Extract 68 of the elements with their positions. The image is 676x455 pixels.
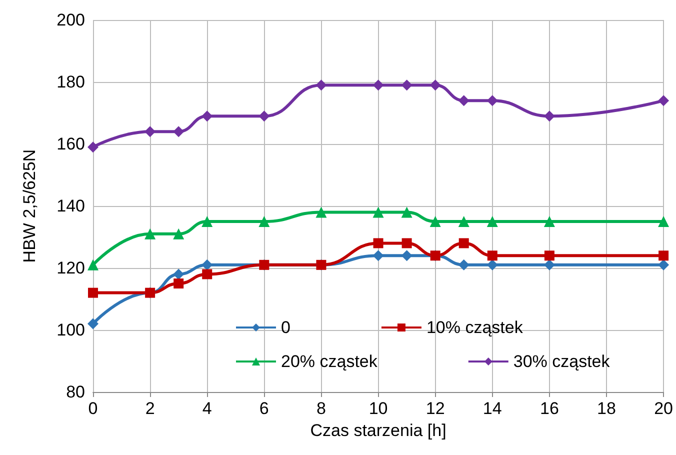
point <box>202 216 213 227</box>
y-tick-label: 80 <box>66 382 85 402</box>
y-tick-label: 160 <box>56 134 85 154</box>
point <box>372 250 384 262</box>
point <box>544 110 555 122</box>
y-tick-label: 200 <box>56 10 85 30</box>
point <box>458 216 470 227</box>
point <box>458 238 469 248</box>
x-tick-label: 12 <box>426 399 445 418</box>
point <box>88 259 98 270</box>
point <box>658 259 670 270</box>
y-tick-label: 140 <box>56 196 85 216</box>
y-tick-label: 120 <box>56 258 85 278</box>
point <box>373 238 384 248</box>
x-tick-label: 8 <box>316 399 326 418</box>
point <box>173 228 184 240</box>
point <box>88 142 98 153</box>
legend-label: 0 <box>281 318 290 337</box>
point <box>202 259 213 270</box>
point <box>202 269 212 280</box>
legend-label: 10% cząstek <box>426 318 524 337</box>
x-tick-label: 6 <box>259 399 269 418</box>
point <box>658 95 670 106</box>
x-tick-label: 0 <box>88 399 98 418</box>
point <box>316 80 327 91</box>
x-tick-label: 16 <box>540 399 559 418</box>
point <box>372 206 384 218</box>
point <box>144 228 156 240</box>
x-tick-label: 10 <box>368 399 388 418</box>
x-tick-label: 4 <box>202 399 212 418</box>
point <box>486 259 498 270</box>
point <box>401 80 412 91</box>
point <box>402 238 412 248</box>
y-tick-label: 100 <box>56 320 85 340</box>
legend-label: 30% cząstek <box>513 352 610 371</box>
x-tick-label: 18 <box>597 399 616 418</box>
point <box>316 206 327 218</box>
y-tick-label: 180 <box>56 72 85 92</box>
point <box>88 318 98 330</box>
y-axis-title: HBW 2,5/625N <box>20 149 39 263</box>
point <box>658 216 670 227</box>
point <box>544 216 555 227</box>
x-tick-label: 20 <box>654 399 674 418</box>
point <box>430 216 441 227</box>
point <box>658 250 669 261</box>
point <box>544 259 555 270</box>
point <box>430 80 441 91</box>
point <box>144 126 156 138</box>
point <box>458 259 470 270</box>
x-tick-label: 14 <box>482 399 502 418</box>
point <box>88 288 98 298</box>
point <box>174 278 184 288</box>
point <box>258 110 270 122</box>
legend-label: 20% cząstek <box>281 352 378 371</box>
x-axis-title: Czas starzenia [h] <box>310 420 446 440</box>
point <box>458 95 470 106</box>
point <box>486 216 498 227</box>
point <box>202 110 213 122</box>
point <box>258 216 270 227</box>
x-tick-label: 2 <box>145 399 155 418</box>
point <box>544 250 554 261</box>
point <box>372 80 384 91</box>
point <box>173 268 184 280</box>
point <box>401 250 412 262</box>
point <box>401 206 412 218</box>
point <box>487 250 498 261</box>
point <box>173 126 184 138</box>
point <box>486 95 498 106</box>
